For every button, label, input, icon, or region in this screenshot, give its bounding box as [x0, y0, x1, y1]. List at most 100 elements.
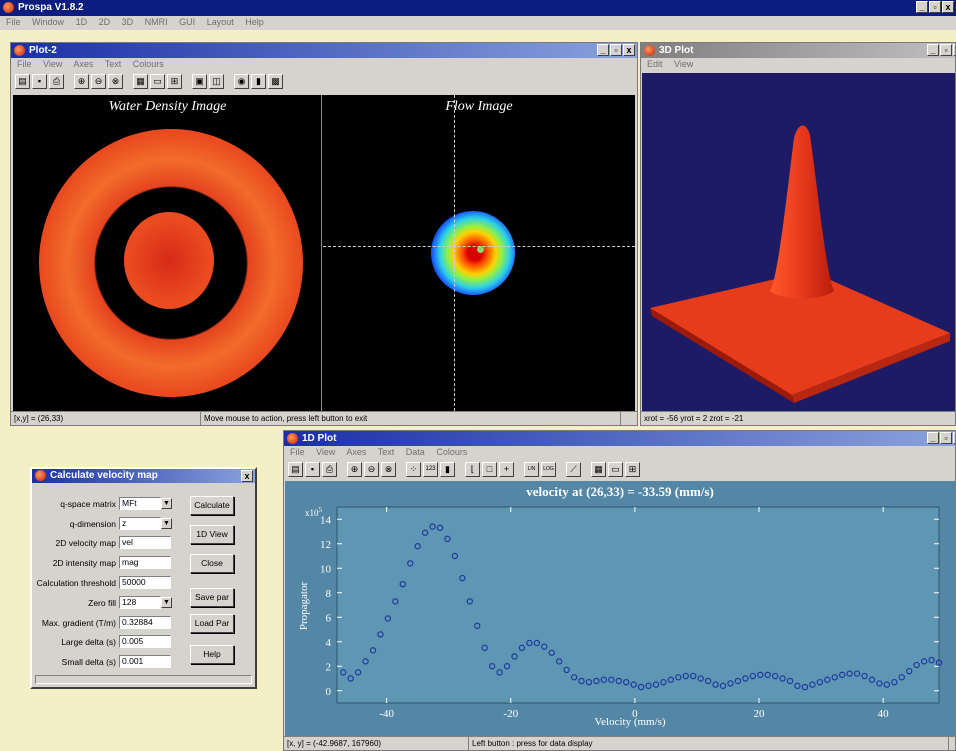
zoom-in-icon[interactable]: ⊕ [347, 462, 362, 477]
plot2-menu-text[interactable]: Text [104, 59, 122, 69]
menu-layout[interactable]: Layout [206, 17, 234, 27]
small-delta-input[interactable]: 0.001 [119, 655, 171, 668]
plot1d-menu-colours[interactable]: Colours [436, 447, 468, 457]
chevron-down-icon[interactable]: ▼ [161, 597, 172, 608]
axes-icon[interactable]: ⌊ [465, 462, 480, 477]
menu-1d[interactable]: 1D [75, 17, 88, 27]
save-icon[interactable]: ▪ [305, 462, 320, 477]
minimize-icon[interactable]: _ [597, 44, 609, 56]
velocity-map-input[interactable]: vel [119, 536, 171, 549]
zoom-out-icon[interactable]: ⊖ [91, 74, 106, 89]
data-markers-icon[interactable]: ⁘ [406, 462, 421, 477]
dialog-title: Calculate velocity map [50, 470, 158, 481]
close-button[interactable]: Close [190, 554, 234, 573]
palette-icon[interactable]: ▩ [268, 74, 283, 89]
maximize-icon[interactable]: ▫ [610, 44, 622, 56]
chevron-down-icon[interactable]: ▼ [161, 518, 172, 529]
plot1d-canvas[interactable]: velocity at (26,33) = -33.59 (mm/s) x105… [285, 481, 955, 737]
open-folder-icon[interactable]: ▤ [288, 462, 303, 477]
plot3d-menu-view[interactable]: View [674, 59, 694, 69]
quad-layout-icon[interactable]: ⊞ [167, 74, 182, 89]
grid-layout-icon[interactable]: ▦ [591, 462, 606, 477]
menu-help[interactable]: Help [245, 17, 264, 27]
colour-bar-icon[interactable]: ▮ [251, 74, 266, 89]
menu-file[interactable]: File [6, 17, 21, 27]
plot2-canvas[interactable]: Water Density Image Flow Image [13, 95, 635, 411]
numbers-icon[interactable]: 123 [423, 462, 438, 477]
large-delta-input[interactable]: 0.005 [119, 635, 171, 648]
q-space-matrix-select[interactable]: MFt [119, 497, 161, 510]
close-icon[interactable]: x [953, 44, 955, 56]
chart-title: velocity at (26,33) = -33.59 (mm/s) [526, 484, 714, 499]
calculate-button[interactable]: Calculate [190, 496, 234, 515]
plot3d-menu-edit[interactable]: Edit [647, 59, 663, 69]
load-par-button[interactable]: Load Par [190, 614, 234, 633]
print-icon[interactable]: ⎙ [49, 74, 64, 89]
menu-nmri[interactable]: NMRI [144, 17, 168, 27]
plot1d-menu-text[interactable]: Text [377, 447, 395, 457]
plot2-menu-view[interactable]: View [43, 59, 63, 69]
calculation-threshold-input[interactable]: 50000 [119, 576, 171, 589]
plot1d-title-bar[interactable]: 1D Plot _ ▫ x [284, 431, 955, 446]
linear-scale-icon[interactable]: LIN [524, 462, 539, 477]
data-point [369, 647, 377, 654]
open-folder-icon[interactable]: ▤ [15, 74, 30, 89]
data-point [742, 675, 749, 682]
plot2-menu-colours[interactable]: Colours [132, 59, 164, 69]
intensity-map-input[interactable]: mag [119, 556, 171, 569]
minimize-icon[interactable]: _ [927, 432, 939, 444]
minimize-icon[interactable]: _ [927, 44, 939, 56]
minimize-icon[interactable]: _ [916, 1, 928, 13]
y-multiplier-exponent: 5 [319, 506, 323, 514]
colour-bar-icon[interactable]: ▮ [440, 462, 455, 477]
grid-layout-icon[interactable]: ▦ [133, 74, 148, 89]
plot1d-menu-file[interactable]: File [290, 447, 305, 457]
menu-2d[interactable]: 2D [98, 17, 111, 27]
close-icon[interactable]: x [942, 1, 954, 13]
close-icon[interactable]: x [241, 470, 253, 482]
plot1d-menu-data[interactable]: Data [405, 447, 425, 457]
1d-view-button[interactable]: 1D View [190, 525, 234, 544]
plot2-title-bar[interactable]: Plot-2 _ ▫ x [11, 43, 637, 58]
chevron-down-icon[interactable]: ▼ [161, 498, 172, 509]
close-icon[interactable]: x [953, 432, 955, 444]
q-dimension-select[interactable]: z [119, 517, 161, 530]
plot3d-canvas[interactable] [642, 73, 955, 411]
menu-gui[interactable]: GUI [179, 17, 196, 27]
maximize-icon[interactable]: ▫ [940, 432, 952, 444]
log-scale-icon[interactable]: LOG [541, 462, 556, 477]
zoom-reset-icon[interactable]: ⊗ [381, 462, 396, 477]
contour-icon[interactable]: ◫ [209, 74, 224, 89]
plot1d-menu-axes[interactable]: Axes [346, 447, 367, 457]
single-layout-icon[interactable]: ▭ [150, 74, 165, 89]
maximize-icon[interactable]: ▫ [940, 44, 952, 56]
app-title-bar[interactable]: Prospa V1.8.2 _ ▫ x [0, 0, 956, 16]
zero-fill-select[interactable]: 128 [119, 596, 161, 609]
menu-3d[interactable]: 3D [121, 17, 134, 27]
single-layout-icon[interactable]: ▭ [608, 462, 623, 477]
max-gradient-input[interactable]: 0.32884 [119, 616, 171, 629]
maximize-icon[interactable]: ▫ [929, 1, 941, 13]
colour-wheel-icon[interactable]: ◉ [234, 74, 249, 89]
save-par-button[interactable]: Save par [190, 588, 234, 607]
zoom-in-icon[interactable]: ⊕ [74, 74, 89, 89]
image-icon[interactable]: ▣ [192, 74, 207, 89]
line-chart-icon[interactable]: ⟋ [566, 462, 581, 477]
box-icon[interactable]: □ [482, 462, 497, 477]
print-icon[interactable]: ⎙ [322, 462, 337, 477]
crosshair-icon[interactable]: + [499, 462, 514, 477]
data-point [444, 535, 451, 543]
plot1d-menu-view[interactable]: View [316, 447, 336, 457]
save-icon[interactable]: ▪ [32, 74, 47, 89]
plot2-menu-axes[interactable]: Axes [73, 59, 94, 69]
quad-layout-icon[interactable]: ⊞ [625, 462, 640, 477]
dialog-title-bar[interactable]: Calculate velocity map x [32, 469, 255, 483]
close-icon[interactable]: x [623, 44, 635, 56]
zoom-reset-icon[interactable]: ⊗ [108, 74, 123, 89]
help-button[interactable]: Help [190, 645, 234, 664]
y-tick-label: 12 [320, 539, 331, 551]
plot3d-title-bar[interactable]: 3D Plot _ ▫ x [641, 43, 955, 58]
zoom-out-icon[interactable]: ⊖ [364, 462, 379, 477]
plot2-menu-file[interactable]: File [17, 59, 32, 69]
menu-window[interactable]: Window [32, 17, 65, 27]
